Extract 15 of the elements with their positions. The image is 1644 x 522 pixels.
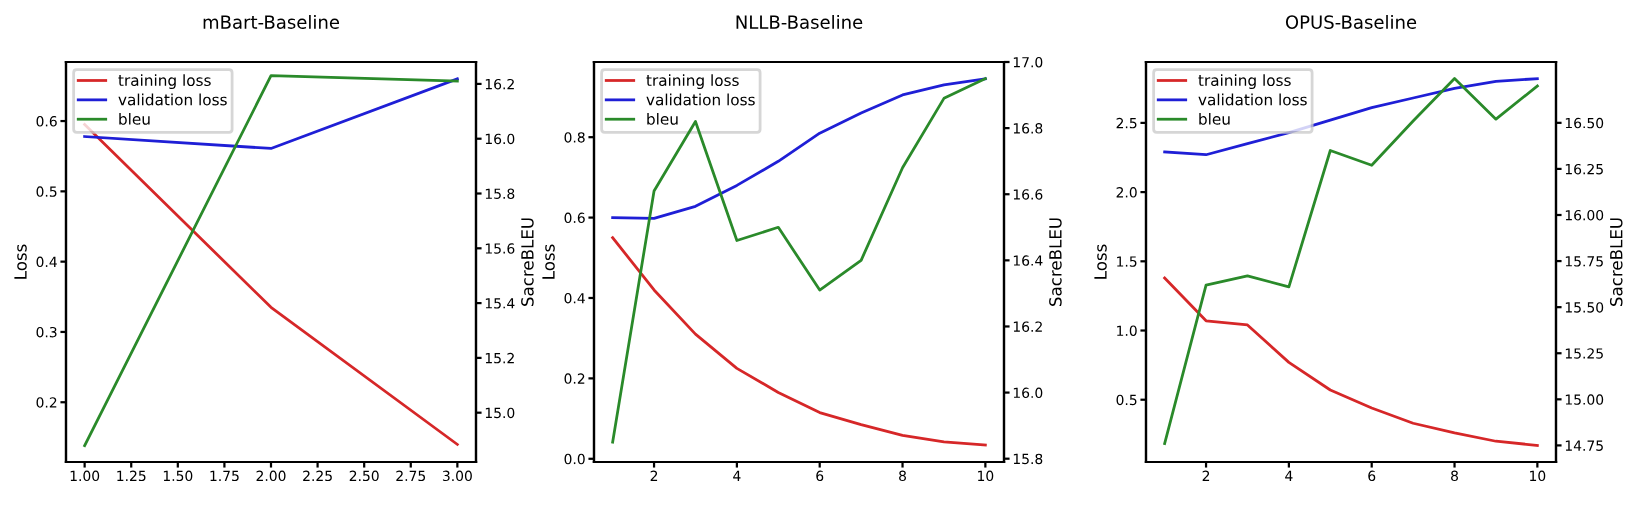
chart-title: NLLB-Baseline — [736, 14, 863, 29]
line-series — [1163, 276, 1539, 447]
line-series — [611, 77, 987, 444]
line-series — [1163, 77, 1539, 445]
y-axis-title: Loss — [1094, 244, 1107, 279]
line-series — [611, 77, 987, 220]
y2-axis-title: SacreBLEU — [1609, 218, 1623, 306]
y-axis-title: Loss — [14, 244, 27, 279]
chart-title: OPUS-Baseline — [1285, 14, 1417, 29]
y2-axis-title: SacreBLEU — [521, 218, 534, 306]
y2-axis-title: SacreBLEU — [1049, 218, 1062, 306]
chart-title: mBart-Baseline — [203, 14, 340, 29]
y-axis-title: Loss — [542, 244, 555, 279]
line-series — [611, 236, 987, 447]
line-series — [1163, 77, 1539, 157]
